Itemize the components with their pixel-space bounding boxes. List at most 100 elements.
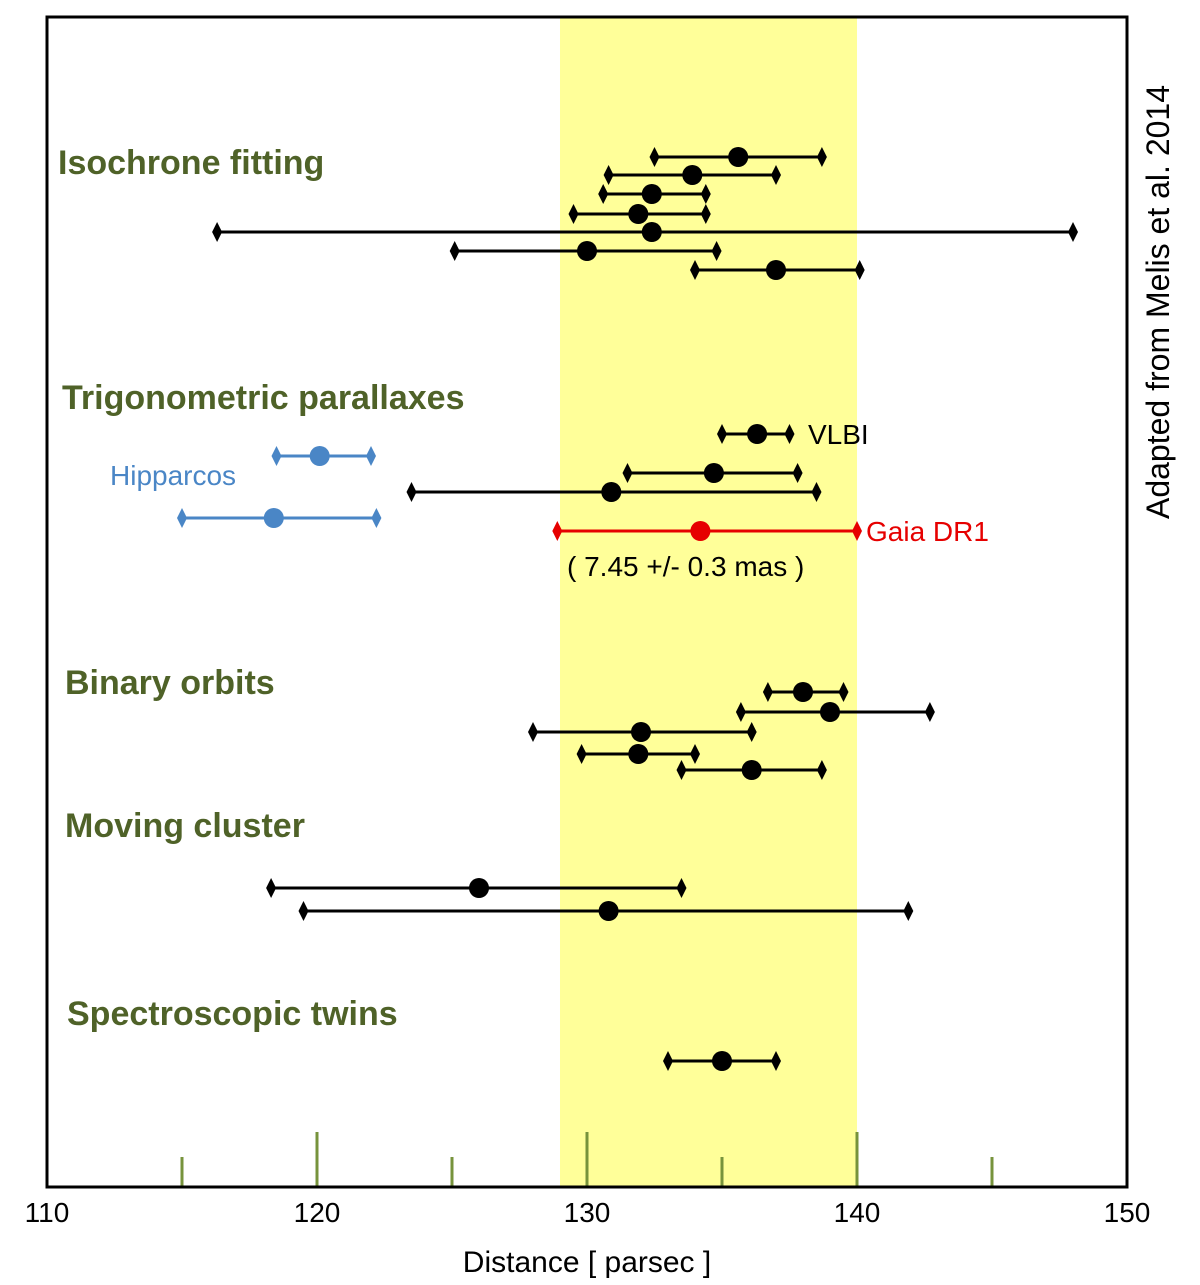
error-cap [811, 482, 822, 502]
error-cap [711, 241, 722, 261]
group-label: Spectroscopic twins [67, 995, 398, 1033]
group-label: Binary orbits [65, 664, 275, 702]
measurement [762, 682, 849, 702]
error-cap [576, 744, 587, 764]
data-point [263, 508, 284, 528]
error-cap [852, 521, 862, 541]
error-cap [735, 702, 746, 722]
x-tick-label: 140 [834, 1197, 881, 1228]
data-point [820, 702, 840, 722]
data-point [469, 878, 489, 898]
hipparcos-label: Hipparcos [110, 460, 236, 491]
measurement [177, 508, 382, 528]
error-cap [816, 760, 827, 780]
measurement [212, 222, 1078, 242]
error-cap [903, 901, 914, 921]
x-tick-label: 130 [564, 1197, 611, 1228]
data-point [309, 446, 330, 466]
error-cap [838, 682, 849, 702]
vlbi-label: VLBI [808, 419, 869, 450]
error-cap [676, 760, 687, 780]
error-cap [690, 744, 700, 764]
error-cap [371, 508, 382, 528]
measurement [568, 204, 711, 224]
measurement [603, 165, 781, 185]
group-labels: Isochrone fitting Trigonometric parallaxe… [58, 144, 465, 1033]
error-cap [816, 147, 827, 167]
error-cap [298, 901, 309, 921]
measurement [598, 184, 711, 204]
error-cap [676, 878, 687, 898]
gaia-parallax-note: ( 7.45 +/- 0.3 mas ) [567, 551, 804, 582]
error-cap [271, 446, 282, 466]
error-cap [854, 260, 865, 280]
measurement [266, 878, 687, 898]
error-cap [690, 260, 700, 280]
data-point [628, 744, 649, 764]
measurement [717, 424, 795, 444]
x-tick-label: 150 [1104, 1197, 1151, 1228]
data-point [690, 521, 711, 541]
data-point [628, 204, 649, 224]
data-point [641, 222, 662, 242]
measurement [449, 241, 722, 261]
measurement [663, 1051, 781, 1071]
x-tick-labels: 110 120 130 140 150 [25, 1197, 1151, 1228]
error-cap [1068, 222, 1078, 242]
error-cap [771, 1051, 781, 1071]
x-tick-label: 110 [25, 1197, 70, 1228]
data-point [641, 184, 662, 204]
error-cap [700, 204, 711, 224]
error-cap [622, 463, 633, 483]
error-cap [663, 1051, 673, 1071]
measurement [690, 260, 865, 280]
data-point [793, 682, 813, 702]
group-label: Isochrone fitting [58, 144, 324, 182]
data-point [601, 482, 622, 502]
error-cap [784, 424, 795, 444]
error-cap [212, 222, 223, 242]
group-label: Moving cluster [65, 807, 305, 845]
error-cap [528, 722, 538, 742]
error-cap [603, 165, 614, 185]
error-cap [366, 446, 376, 466]
data-point [728, 147, 749, 167]
error-cap [771, 165, 781, 185]
measurement [298, 901, 914, 921]
data-point [577, 241, 597, 261]
x-tick-label: 120 [294, 1197, 341, 1228]
measurement [622, 463, 803, 483]
error-cap [568, 204, 579, 224]
data-point [598, 901, 619, 921]
error-cap [406, 482, 417, 502]
minor-ticks [180, 1132, 994, 1187]
error-cap [700, 184, 711, 204]
error-cap [924, 702, 935, 722]
measurement [676, 760, 827, 780]
data-point [682, 165, 703, 185]
data-marks [177, 147, 1078, 1071]
side-note: Adapted from Melis et al. 2014 [1140, 85, 1176, 519]
x-axis-label: Distance [ parsec ] [463, 1246, 711, 1279]
annotations: VLBI Hipparcos Gaia DR1 ( 7.45 +/- 0.3 mas … [110, 419, 989, 582]
error-cap [762, 682, 773, 702]
data-point [747, 424, 768, 444]
error-cap [449, 241, 460, 261]
data-point [703, 463, 724, 483]
error-cap [266, 878, 277, 898]
error-cap [746, 722, 757, 742]
measurement [735, 702, 935, 722]
measurement [552, 521, 862, 541]
group-label: Trigonometric parallaxes [62, 379, 465, 417]
data-point [631, 722, 651, 742]
error-cap [177, 508, 187, 528]
measurement [528, 722, 757, 742]
data-point [712, 1051, 732, 1071]
plot-frame [45, 15, 1129, 1189]
error-cap [649, 147, 660, 167]
measurement [576, 744, 700, 764]
error-cap [792, 463, 803, 483]
gaia-label: Gaia DR1 [866, 516, 989, 547]
error-cap [717, 424, 727, 444]
